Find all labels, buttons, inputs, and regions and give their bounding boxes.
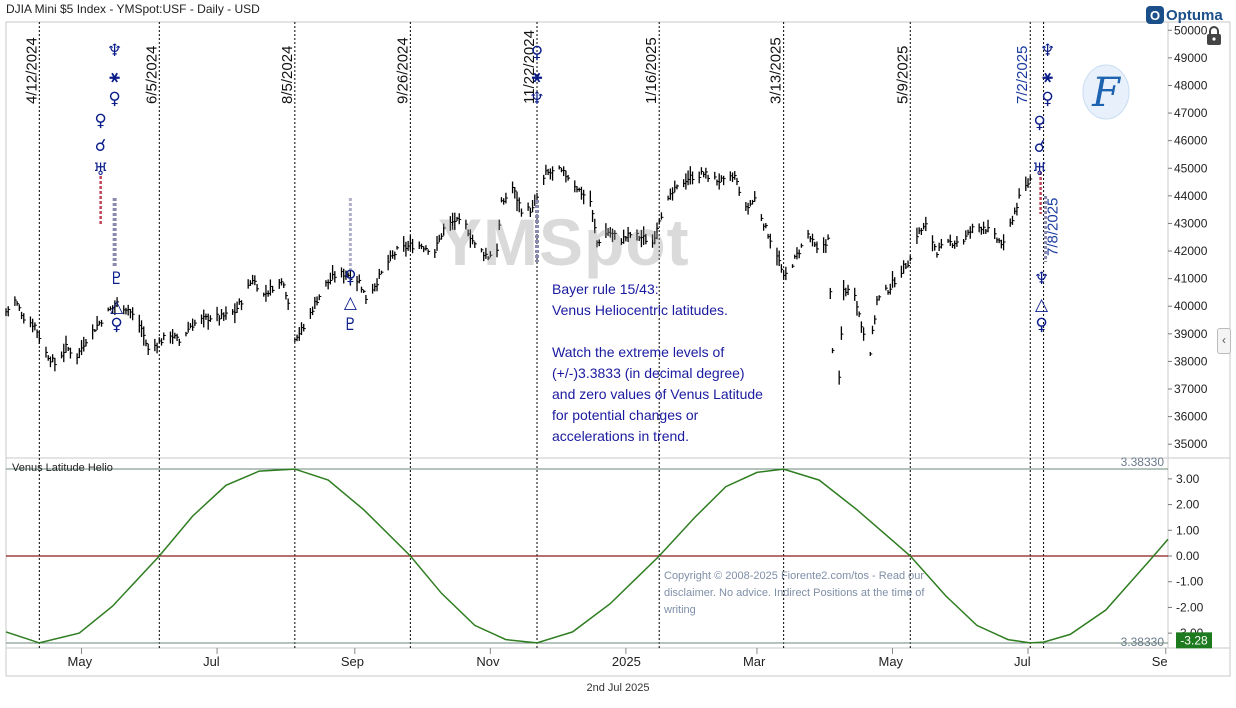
current-value-label: -3.28 bbox=[1180, 633, 1208, 647]
x-tick-label: 2025 bbox=[612, 654, 641, 669]
pluto-icon: ♇ bbox=[109, 269, 124, 289]
venus-icon: ♀ bbox=[1033, 113, 1045, 133]
venus-tick-label: 3.00 bbox=[1176, 472, 1200, 486]
price-tick-label: 40000 bbox=[1174, 299, 1208, 313]
brand-f-logo: F bbox=[1080, 62, 1132, 122]
venus-tick-label: -1.00 bbox=[1176, 575, 1204, 589]
venus-tick-label: 1.00 bbox=[1176, 523, 1200, 537]
neptune-icon: ♆ bbox=[1034, 269, 1049, 289]
logo-text: Optuma bbox=[1166, 6, 1223, 24]
pluto-icon: ♇ bbox=[343, 315, 358, 335]
lower-panel-label: Venus Latitude Helio bbox=[12, 462, 113, 474]
event-vertical-lines: 4/12/2024 6/5/2024 8/5/2024 9/26/2024 11/22/… bbox=[23, 22, 1062, 648]
sextile-icon: ⚹ bbox=[532, 67, 543, 87]
venus-icon: ♀ bbox=[1035, 315, 1047, 335]
neptune-icon: ♆ bbox=[529, 89, 544, 109]
conjunction-icon: ☌ bbox=[1034, 137, 1045, 157]
event-date-label: 8/5/2024 bbox=[279, 46, 296, 104]
lock-icon[interactable] bbox=[1204, 26, 1224, 46]
conjunction-icon: ☌ bbox=[95, 136, 106, 156]
note-line: Watch the extreme levels of bbox=[552, 344, 725, 360]
price-tick-label: 41000 bbox=[1174, 272, 1208, 286]
event-date-label: 7/2/2025 bbox=[1014, 46, 1031, 104]
price-tick-label: 47000 bbox=[1174, 106, 1208, 120]
event-date-label: 11/22/2024 bbox=[521, 30, 538, 104]
x-tick-label: Nov bbox=[476, 654, 500, 669]
price-tick-label: 46000 bbox=[1174, 134, 1208, 148]
x-tick-label: May bbox=[878, 654, 903, 669]
price-tick-label: 39000 bbox=[1174, 327, 1208, 341]
note-line: Venus Heliocentric latitudes. bbox=[552, 302, 728, 318]
note-line: Bayer rule 15/43: bbox=[552, 281, 659, 297]
price-y-axis: 35000 36000 37000 38000 39000 40000 41000 42000… bbox=[1168, 23, 1208, 451]
trine-icon: △ bbox=[1035, 295, 1049, 315]
price-tick-label: 45000 bbox=[1174, 161, 1208, 175]
event-date-label: 6/5/2024 bbox=[143, 46, 160, 104]
x-tick-label: Jul bbox=[1014, 654, 1031, 669]
uranus-icon: ♅ bbox=[93, 160, 108, 180]
trine-icon: △ bbox=[344, 293, 358, 313]
x-tick-label: May bbox=[68, 654, 93, 669]
venus-latitude-line bbox=[5, 468, 1169, 644]
note-line: and zero values of Venus Latitude bbox=[552, 386, 763, 402]
price-tick-label: 43000 bbox=[1174, 216, 1208, 230]
event-date-label: 5/9/2025 bbox=[894, 46, 911, 104]
sextile-icon: ⚹ bbox=[1042, 67, 1053, 87]
astro-glyphs: ♆⚹♀♀☌♅♇△♀♀△♇♀⚹♆♆⚹♀♀☌♅♆△♀ bbox=[93, 41, 1055, 335]
price-tick-label: 50000 bbox=[1174, 23, 1208, 37]
note-line: accelerations in trend. bbox=[552, 428, 689, 444]
price-tick-label: 36000 bbox=[1174, 410, 1208, 424]
venus-icon: ♀ bbox=[110, 315, 122, 335]
event-date-label: 9/26/2024 bbox=[394, 37, 411, 104]
note-line: for potential changes or bbox=[552, 407, 699, 423]
venus-icon: ♀ bbox=[1041, 89, 1053, 109]
event-date-label: 7/8/2025 bbox=[1045, 198, 1062, 256]
neptune-icon: ♆ bbox=[1040, 41, 1055, 61]
copyright-text: Copyright © 2008-2025 Fiorente2.com/tos … bbox=[664, 570, 925, 616]
note-line: (+/-)3.3833 (in decimal degree) bbox=[552, 365, 745, 381]
bayer-rule-note: Bayer rule 15/43: Venus Heliocentric lati… bbox=[552, 279, 792, 447]
x-tick-label: Mar bbox=[743, 654, 766, 669]
price-tick-label: 49000 bbox=[1174, 51, 1208, 65]
brand-f-letter: F bbox=[1091, 70, 1121, 116]
price-tick-label: 48000 bbox=[1174, 78, 1208, 92]
venus-icon: ♀ bbox=[108, 89, 120, 109]
chart-title: DJIA Mini $5 Index - YMSpot:USF - Daily … bbox=[6, 2, 260, 16]
sextile-icon: ⚹ bbox=[110, 67, 121, 87]
lower-level-label: -3.38330 bbox=[1117, 635, 1165, 649]
current-value-badge bbox=[1176, 632, 1212, 649]
watermark: YMSpot bbox=[438, 205, 690, 279]
price-tick-label: 35000 bbox=[1174, 437, 1208, 451]
footer-date: 2nd Jul 2025 bbox=[586, 682, 650, 694]
event-date-label: 3/13/2025 bbox=[768, 37, 785, 104]
venus-tick-label: 0.00 bbox=[1176, 549, 1200, 563]
venus-tick-label: 2.00 bbox=[1176, 498, 1200, 512]
venus-icon: ♀ bbox=[344, 267, 356, 287]
venus-icon: ♀ bbox=[531, 43, 543, 63]
event-date-label: 4/12/2024 bbox=[23, 37, 40, 104]
x-tick-label: Sep bbox=[341, 654, 364, 669]
venus-icon: ♀ bbox=[94, 111, 106, 131]
x-tick-label: Jul bbox=[203, 654, 220, 669]
price-tick-label: 38000 bbox=[1174, 354, 1208, 368]
trine-icon: △ bbox=[110, 297, 124, 317]
price-tick-label: 37000 bbox=[1174, 382, 1208, 396]
venus-latitude-panel: -3.00-2.00-1.000.001.002.003.003.38330-3… bbox=[5, 455, 1212, 649]
chevron-left-icon[interactable]: ‹ bbox=[1217, 328, 1231, 354]
event-date-label: 1/16/2025 bbox=[643, 37, 660, 104]
uranus-icon: ♅ bbox=[1032, 160, 1047, 180]
price-tick-label: 42000 bbox=[1174, 244, 1208, 258]
x-tick-label: Se bbox=[1152, 654, 1168, 669]
price-tick-label: 44000 bbox=[1174, 189, 1208, 203]
date-x-axis: May Jul Sep Nov 2025 Mar May Jul Se bbox=[68, 648, 1168, 669]
upper-level-label: 3.38330 bbox=[1121, 455, 1165, 469]
neptune-icon: ♆ bbox=[107, 41, 122, 61]
venus-tick-label: -2.00 bbox=[1176, 600, 1204, 614]
note-line bbox=[552, 321, 792, 342]
optuma-logo: O Optuma bbox=[1146, 4, 1223, 26]
logo-mark: O bbox=[1146, 6, 1164, 24]
price-series bbox=[5, 164, 1033, 385]
